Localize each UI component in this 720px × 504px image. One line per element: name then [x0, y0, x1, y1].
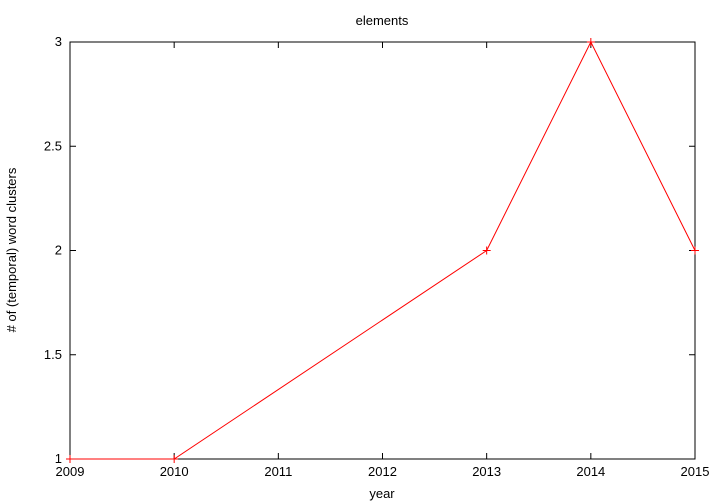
- x-axis-label: year: [369, 486, 395, 501]
- data-point-marker: [482, 246, 491, 255]
- y-tick-label: 3: [55, 34, 62, 49]
- x-tick-label: 2012: [368, 464, 397, 479]
- y-axis-label: # of (temporal) word clusters: [4, 167, 19, 332]
- data-point-marker: [691, 246, 699, 255]
- y-tick-label: 2: [55, 243, 62, 258]
- tick-layer: 2009 2010 2011 2012 2013 2014 2015 1 1.5 2 2.5 3: [44, 34, 710, 479]
- x-tick-label: 2014: [576, 464, 605, 479]
- chart-title: elements: [356, 13, 409, 28]
- x-tick-label: 2015: [681, 464, 710, 479]
- y-tick-label: 2.5: [44, 138, 62, 153]
- x-tick-label: 2013: [472, 464, 501, 479]
- x-tick-label: 2010: [160, 464, 189, 479]
- plot-frame: [69, 41, 696, 460]
- y-tick-label: 1.5: [44, 347, 62, 362]
- x-tick-label: 2009: [56, 464, 85, 479]
- series-layer: [66, 38, 699, 463]
- data-point-marker: [66, 455, 74, 463]
- data-point-marker: [586, 38, 595, 46]
- series-line: [70, 40, 696, 460]
- y-tick-label: 1: [55, 451, 62, 466]
- data-point-marker: [170, 455, 179, 463]
- x-tick-label: 2011: [264, 464, 292, 479]
